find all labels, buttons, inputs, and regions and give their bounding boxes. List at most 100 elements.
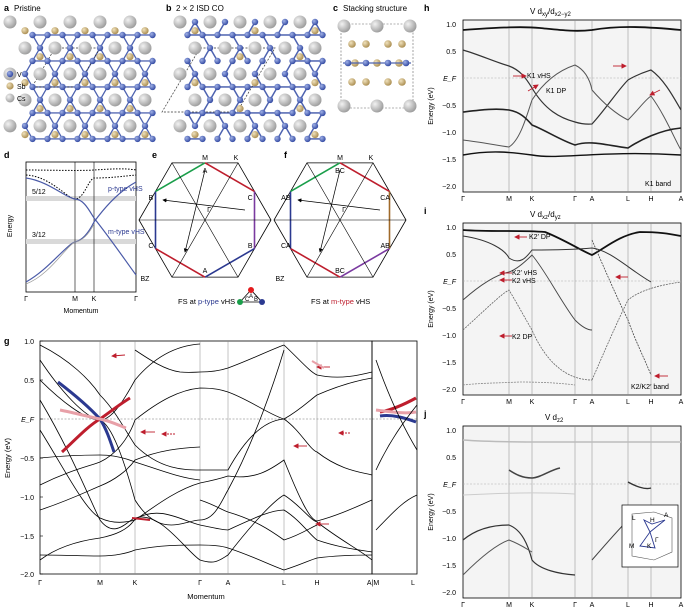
y-axis-label: Energy — [7, 214, 14, 237]
cs-atom — [3, 119, 17, 133]
v-atom — [244, 57, 251, 65]
cs-atom — [93, 15, 107, 29]
v-atom — [44, 135, 51, 143]
v-atom — [289, 135, 296, 143]
v-atom — [362, 59, 370, 67]
xtick: L — [626, 602, 630, 607]
sb-atom — [66, 105, 74, 113]
xtick: A — [679, 399, 684, 406]
legend-sb: Sb — [17, 84, 26, 91]
cs-atom — [293, 67, 307, 81]
band-lower — [25, 181, 137, 283]
p-type-label: p-type vHS — [108, 186, 143, 193]
v-atom — [206, 96, 214, 104]
m-type-label: m-type vHS — [108, 229, 145, 236]
annotation: K2′ DP — [529, 234, 551, 241]
v-atom — [74, 135, 81, 143]
v-atom — [304, 57, 311, 65]
hex-label: AB — [281, 195, 291, 202]
band-line — [283, 344, 373, 378]
bz-label: Γ — [655, 537, 659, 544]
v-atom — [184, 135, 191, 143]
ytick: −2.0 — [442, 184, 456, 191]
flat-band — [25, 174, 137, 200]
band-line — [591, 281, 682, 381]
band-line — [39, 509, 373, 561]
xtick: Γ — [461, 602, 465, 607]
v-atom — [74, 31, 81, 39]
panel-title: Stacking structure — [343, 4, 408, 13]
annotation: K1 DP — [546, 88, 567, 95]
ytick: 0.5 — [446, 252, 456, 259]
bz-label: K — [647, 543, 652, 550]
v-atom — [221, 122, 229, 130]
v-atom — [141, 122, 149, 130]
v-atom — [319, 57, 326, 65]
xtick: M — [506, 196, 512, 203]
cs-atom — [293, 15, 307, 29]
tick-gamma: Γ — [134, 296, 138, 303]
v-atom — [141, 70, 149, 78]
panel-title: Pristine — [14, 4, 41, 13]
flat-band-top — [25, 168, 137, 171]
sb-atom — [191, 79, 199, 87]
y-axis-label: Energy (eV) — [428, 87, 435, 124]
cs-atom — [123, 15, 137, 29]
v-atom — [184, 57, 191, 65]
v-atom — [214, 83, 221, 91]
v-atom — [184, 83, 191, 91]
sb-atom — [296, 105, 304, 113]
v-atom — [119, 57, 126, 65]
hex-label: A — [203, 168, 208, 175]
v-atom — [259, 83, 266, 91]
hex-label: B — [248, 243, 253, 250]
v-atom — [281, 122, 289, 130]
v-atom — [319, 109, 326, 117]
sb-atom — [362, 78, 370, 86]
v-atom — [311, 18, 319, 26]
sb-atom — [81, 27, 89, 35]
ytick: −2.0 — [20, 572, 34, 579]
ytick: 1.0 — [446, 428, 456, 435]
bz-path — [639, 518, 666, 549]
band-upper — [25, 177, 137, 276]
xtick: A — [226, 580, 231, 587]
xtick: Γ — [573, 399, 577, 406]
cs-atom — [48, 41, 62, 55]
cdw-lattice — [161, 15, 326, 143]
sb-atom — [311, 131, 319, 139]
v-atom — [244, 135, 251, 143]
legend-cs: Cs — [17, 96, 26, 103]
vhs-band-upper — [26, 196, 136, 201]
red-mark — [131, 517, 151, 521]
xtick: H — [648, 602, 653, 607]
ytick: −0.5 — [20, 456, 34, 463]
ytick: E_F — [443, 482, 457, 489]
ytick: −1.5 — [442, 360, 456, 367]
hex-label: BC — [335, 168, 345, 175]
band-line — [462, 235, 652, 283]
v-atom — [119, 31, 126, 39]
v-atom — [274, 57, 281, 65]
y-axis-label: Energy (eV) — [3, 437, 12, 478]
v-atom — [214, 109, 221, 117]
v-atom — [111, 70, 119, 78]
v-atom — [119, 109, 126, 117]
panel-title: V dxz/dyz — [530, 210, 561, 221]
caption: FS at m-type vHS — [311, 297, 370, 306]
cs-atom — [33, 15, 47, 29]
band-line — [462, 492, 576, 496]
tick-m: M — [72, 296, 78, 303]
hex-label: M — [202, 155, 208, 162]
cs-atom — [63, 67, 77, 81]
annotation: K2 DP — [512, 334, 533, 341]
sb-atom — [384, 40, 392, 48]
sb-atom — [348, 78, 356, 86]
band-line — [39, 399, 373, 563]
xtick: Γ — [461, 196, 465, 203]
sb-atom — [21, 131, 29, 139]
stacking-structure — [337, 19, 417, 113]
sb-atom — [251, 131, 259, 139]
panel-title: V dz2 — [545, 413, 564, 424]
sb-atom — [236, 53, 244, 61]
